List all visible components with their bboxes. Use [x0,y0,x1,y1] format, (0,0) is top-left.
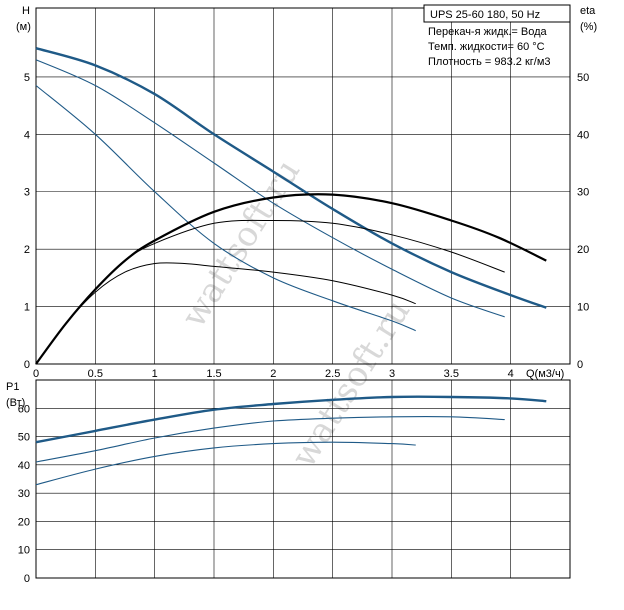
info-box-frame [423,4,571,23]
p1-tick-label: 10 [18,545,30,557]
q-tick-label: 4 [508,368,514,380]
q-tick-label: 3 [389,368,395,380]
efficiency-curve [35,262,416,365]
q-tick-label: 1.5 [206,368,221,380]
q-tick-label: 2 [270,368,276,380]
info-fluid: Перекач-я жидк.= Вода [428,26,547,38]
p1-tick-label: 0 [24,573,30,585]
eta-axis-title: eta [580,5,596,17]
h-axis-title: H [22,5,30,17]
p1-tick-label: 40 [18,460,30,472]
p1-tick-label: 20 [18,516,30,528]
h-axis-unit: (м) [16,21,31,33]
q-tick-label: 3.5 [444,368,459,380]
axis-labels: H (м) eta (%) Q(м3/ч) P1 (Вт) [6,5,597,409]
info-temperature: Темп. жидкости= 60 °C [428,41,545,53]
p1-tick-label: 30 [18,488,30,500]
eta-tick-label: 30 [577,187,589,199]
q-tick-label: 0 [33,368,39,380]
eta-tick-label: 0 [577,359,583,371]
h-tick-label: 3 [24,187,30,199]
efficiency-curve [35,219,505,365]
p1-axis-unit: (Вт) [6,397,25,409]
eta-tick-label: 50 [577,72,589,84]
p1-tick-label: 50 [18,432,30,444]
p1-axis-title: P1 [6,381,19,393]
h-tick-label: 4 [24,129,30,141]
info-density: Плотность = 983.2 кг/м3 [428,56,551,68]
head-efficiency-curves [35,47,547,365]
q-tick-label: 2.5 [325,368,340,380]
h-tick-label: 2 [24,244,30,256]
info-box: UPS 25-60 180, 50 Hz Перекач-я жидк.= Во… [423,4,571,68]
q-tick-label: 1 [152,368,158,380]
power-curve [35,395,547,444]
eta-tick-label: 40 [577,129,589,141]
h-tick-label: 5 [24,72,30,84]
head-curve [35,59,505,318]
head-curve [35,85,416,332]
q-tick-label: 0.5 [88,368,103,380]
power-grid: 0 10 20 30 40 50 60 [18,379,571,585]
h-tick-label: 1 [24,302,30,314]
eta-axis-unit: (%) [580,21,597,33]
eta-tick-label: 20 [577,244,589,256]
p1-tick-label: 60 [18,403,30,415]
head-curve [35,47,547,309]
q-axis-title: Q(м3/ч) [526,368,564,380]
info-box-title: UPS 25-60 180, 50 Hz [430,9,540,21]
h-tick-label: 0 [24,359,30,371]
power-curves [35,395,547,486]
watermark-text: wattsoft.ru [284,293,419,475]
power-curve [35,415,505,463]
power-curve [35,441,416,486]
bottom-plot-frame [35,379,571,579]
eta-tick-label: 10 [577,302,589,314]
